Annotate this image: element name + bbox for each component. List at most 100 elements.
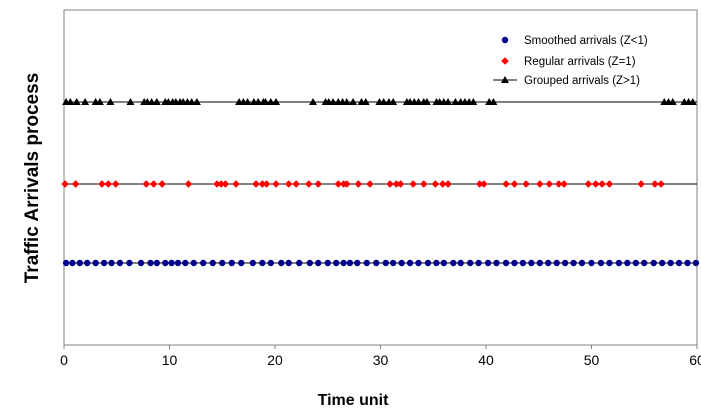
data-point — [72, 98, 81, 105]
data-point — [329, 98, 338, 105]
data-point — [545, 259, 552, 267]
data-point — [606, 259, 613, 267]
data-point — [324, 259, 331, 267]
data-point — [588, 259, 595, 267]
data-point — [382, 259, 389, 267]
data-point — [66, 98, 75, 105]
data-point — [605, 180, 614, 188]
data-point — [126, 259, 133, 267]
data-point — [285, 259, 292, 267]
plot-area — [63, 9, 698, 346]
data-point — [340, 259, 347, 267]
data-point — [158, 180, 166, 188]
legend-label: Grouped arrivals (Z>1) — [524, 75, 640, 87]
data-point — [650, 259, 657, 267]
data-point — [389, 98, 398, 105]
data-point — [108, 259, 115, 267]
x-tick-label: 0 — [60, 352, 68, 368]
data-point — [392, 180, 401, 188]
data-point — [217, 180, 225, 188]
data-point — [116, 259, 124, 267]
data-point — [438, 180, 447, 188]
data-point — [315, 259, 322, 267]
data-point — [398, 259, 405, 267]
data-point — [278, 259, 285, 267]
data-point — [598, 180, 606, 188]
data-point — [444, 180, 452, 188]
data-point — [450, 259, 457, 267]
data-point — [252, 180, 260, 188]
data-point — [466, 259, 474, 267]
data-point — [261, 98, 270, 105]
data-point — [184, 180, 193, 188]
data-point — [528, 259, 535, 267]
data-point — [536, 180, 544, 188]
series-triangle — [62, 98, 697, 105]
data-point — [584, 180, 593, 188]
data-point — [292, 180, 300, 188]
data-point — [484, 259, 492, 267]
data-point — [560, 180, 568, 188]
data-point — [84, 259, 91, 267]
data-point — [489, 98, 498, 105]
data-point — [342, 180, 351, 188]
data-point — [389, 259, 397, 267]
data-point — [332, 259, 340, 267]
data-point — [379, 98, 388, 105]
data-point — [342, 98, 351, 105]
legend-label: Regular arrivals (Z=1) — [524, 56, 636, 68]
x-tick-label: 60 — [689, 352, 701, 368]
data-point — [422, 98, 431, 105]
data-point — [651, 180, 659, 188]
x-tick-label: 10 — [162, 352, 178, 368]
data-point — [147, 98, 156, 105]
data-point — [168, 259, 175, 267]
x-axis-tick-labels: 0 10 20 30 40 50 60 — [60, 352, 701, 368]
data-point — [545, 180, 554, 188]
x-tick-label: 30 — [373, 352, 389, 368]
data-point — [637, 180, 645, 188]
data-point — [349, 98, 358, 105]
data-point — [658, 259, 666, 267]
data-point — [272, 180, 280, 188]
data-point — [61, 180, 69, 188]
data-point — [511, 259, 518, 267]
legend-label: Smoothed arrivals (Z<1) — [524, 35, 648, 47]
data-point — [409, 180, 418, 188]
data-point — [262, 180, 271, 188]
x-axis-label: Time unit — [318, 392, 389, 409]
data-point — [98, 180, 106, 188]
data-point — [632, 259, 640, 267]
data-point — [92, 259, 99, 267]
data-point — [232, 180, 240, 188]
data-point — [100, 259, 108, 267]
data-point — [137, 259, 145, 267]
x-tick-label: 20 — [267, 352, 283, 368]
data-point — [510, 180, 519, 188]
series-layer — [61, 98, 700, 267]
data-point — [258, 180, 267, 188]
legend-item: Smoothed arrivals (Z<1) — [501, 35, 648, 47]
data-point — [182, 259, 189, 267]
y-axis-label: Traffic Arrivals process — [22, 73, 43, 284]
data-point — [561, 259, 569, 267]
data-point — [314, 180, 323, 188]
data-point — [142, 180, 151, 188]
x-tick-label: 40 — [478, 352, 494, 368]
data-point — [228, 259, 235, 267]
data-point — [71, 180, 80, 188]
data-point — [76, 259, 84, 267]
data-point — [406, 259, 414, 267]
data-point — [254, 98, 263, 105]
legend: Smoothed arrivals (Z<1) Regular arrivals … — [493, 35, 648, 87]
x-axis-ticks — [63, 345, 698, 349]
data-point — [104, 180, 113, 188]
data-point — [221, 180, 230, 188]
data-point — [69, 259, 76, 267]
data-point — [519, 259, 527, 267]
data-point — [536, 259, 544, 267]
legend-marker — [501, 36, 509, 44]
data-point — [433, 259, 440, 267]
data-point — [414, 98, 423, 105]
